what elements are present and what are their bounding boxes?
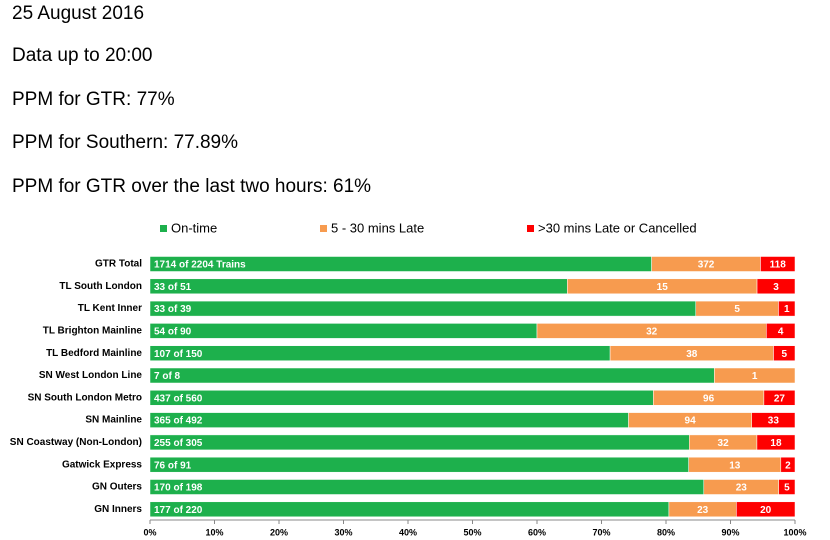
category-label: SN West London Line (39, 370, 143, 381)
value-label: 170 of 198 (154, 483, 203, 494)
category-label: GTR Total (95, 259, 142, 270)
value-label: 5 (734, 304, 740, 315)
value-label: 33 of 51 (154, 282, 192, 293)
bar-segment (773, 345, 796, 361)
bar-segment (149, 479, 705, 495)
value-label: 96 (703, 393, 715, 404)
header-line: PPM for Southern: 77.89% (12, 132, 238, 153)
value-label: 1 (752, 371, 758, 382)
bar-segment (778, 479, 796, 495)
value-label: 33 (768, 416, 780, 427)
category-label: TL Kent Inner (78, 303, 142, 314)
x-tick-label: 30% (334, 527, 352, 537)
value-label: 5 (784, 483, 790, 494)
x-tick-label: 100% (783, 527, 806, 537)
value-label: 5 (781, 349, 787, 360)
value-label: 76 of 91 (154, 460, 192, 471)
value-label: 54 of 90 (154, 327, 192, 338)
x-tick-label: 40% (399, 527, 417, 537)
header-line: Data up to 20:00 (12, 45, 153, 66)
bar-segment (149, 300, 697, 317)
value-label: 365 of 492 (154, 416, 203, 427)
x-tick-label: 0% (143, 527, 156, 537)
value-label: 94 (685, 416, 697, 427)
bar-segment (760, 256, 796, 272)
bar-segment (149, 412, 629, 428)
bar-segment (149, 456, 689, 473)
legend-swatch (527, 225, 534, 232)
bar-segment (778, 300, 796, 317)
category-label: SN Mainline (85, 415, 142, 426)
value-label: 177 of 220 (154, 505, 203, 516)
value-label: 13 (729, 460, 741, 471)
bar-segment (751, 412, 796, 428)
value-label: 118 (770, 260, 787, 271)
value-label: 18 (770, 438, 782, 449)
bar-segment (756, 278, 796, 295)
value-label: 32 (646, 327, 658, 338)
x-tick-label: 90% (721, 527, 739, 537)
bar-segment (149, 434, 690, 451)
value-label: 20 (760, 505, 772, 516)
value-label: 27 (774, 393, 786, 404)
header-line: 25 August 2016 (12, 3, 144, 24)
value-label: 32 (718, 438, 730, 449)
x-tick-label: 60% (528, 527, 546, 537)
value-label: 23 (736, 483, 748, 494)
bar-segment (149, 323, 538, 339)
value-label: 437 of 560 (154, 393, 203, 404)
bar-segment (149, 278, 568, 295)
legend-swatch (160, 225, 167, 232)
bar-segment (756, 434, 796, 451)
category-label: SN Coastway (Non-London) (10, 437, 142, 448)
value-label: 23 (697, 505, 709, 516)
value-label: 2 (785, 460, 791, 471)
bar-segment (714, 367, 796, 384)
category-label: TL Bedford Mainline (46, 348, 142, 359)
value-label: 1714 of 2204 Trains (154, 260, 246, 271)
legend-label: >30 mins Late or Cancelled (538, 220, 697, 235)
bar-segment (149, 345, 611, 361)
value-label: 1 (784, 304, 790, 315)
x-tick-label: 20% (270, 527, 288, 537)
legend-label: 5 - 30 mins Late (331, 220, 424, 235)
bar-segment (149, 390, 654, 406)
value-label: 3 (773, 282, 779, 293)
x-tick-label: 70% (592, 527, 610, 537)
value-label: 372 (698, 260, 715, 271)
category-label: Gatwick Express (62, 459, 142, 470)
x-tick-label: 50% (463, 527, 481, 537)
bar-segment (149, 367, 715, 384)
category-label: SN South London Metro (28, 392, 142, 403)
bar-segment (736, 501, 796, 518)
value-label: 15 (657, 282, 669, 293)
x-tick-label: 10% (205, 527, 223, 537)
header-line: PPM for GTR over the last two hours: 61% (12, 176, 371, 197)
value-label: 33 of 39 (154, 304, 192, 315)
bar-segment (780, 456, 796, 473)
bar-segment (149, 501, 670, 518)
bar-segment (763, 390, 796, 406)
legend-label: On-time (171, 220, 217, 235)
x-tick-label: 80% (657, 527, 675, 537)
value-label: 7 of 8 (154, 371, 181, 382)
category-label: TL Brighton Mainline (43, 326, 143, 337)
legend-swatch (320, 225, 327, 232)
category-label: GN Outers (92, 482, 142, 493)
category-label: GN Inners (94, 504, 142, 515)
value-label: 107 of 150 (154, 349, 203, 360)
category-label: TL South London (59, 281, 142, 292)
header-line: PPM for GTR: 77% (12, 89, 175, 110)
value-label: 4 (778, 327, 784, 338)
value-label: 38 (686, 349, 698, 360)
bar-segment (766, 323, 796, 339)
value-label: 255 of 305 (154, 438, 203, 449)
